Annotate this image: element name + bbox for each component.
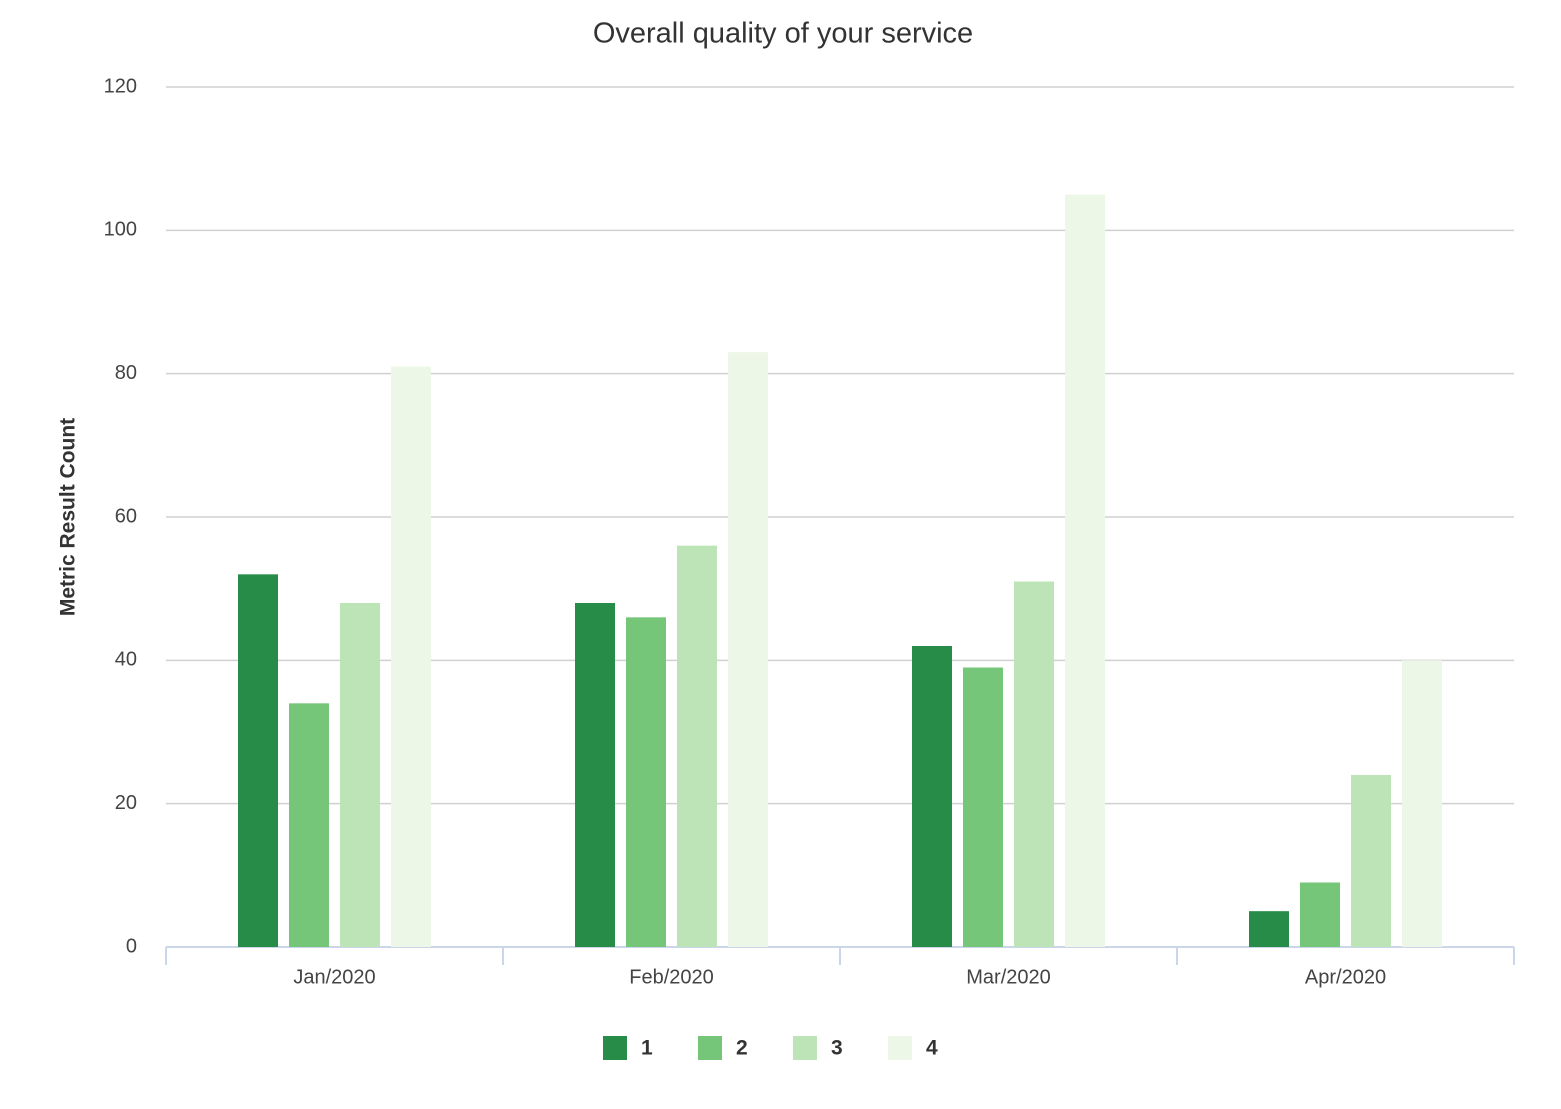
- bar: [238, 574, 278, 947]
- bar: [728, 352, 768, 948]
- x-tick-label: Mar/2020: [966, 966, 1051, 988]
- legend-swatch: [793, 1036, 817, 1060]
- y-tick-label: 60: [115, 505, 137, 527]
- legend-swatch: [888, 1036, 912, 1060]
- bar: [626, 617, 666, 947]
- bar: [575, 603, 615, 947]
- y-tick-label: 80: [115, 362, 137, 384]
- bar: [1300, 882, 1340, 947]
- bar: [391, 366, 431, 947]
- legend-label: 1: [641, 1037, 653, 1060]
- x-tick-label: Jan/2020: [293, 966, 375, 988]
- bar: [677, 545, 717, 947]
- y-axis-title: Metric Result Count: [57, 418, 80, 616]
- bar: [340, 603, 380, 947]
- bar: [963, 667, 1003, 947]
- y-tick-label: 40: [115, 649, 137, 671]
- y-tick-label: 20: [115, 792, 137, 814]
- bar: [1351, 775, 1391, 947]
- legend-label: 3: [831, 1037, 843, 1060]
- bar: [1249, 911, 1289, 947]
- bar: [1014, 581, 1054, 947]
- legend-label: 4: [926, 1037, 938, 1060]
- legend-swatch: [603, 1036, 627, 1060]
- bar: [1065, 194, 1105, 947]
- bar: [289, 703, 329, 947]
- x-tick-label: Feb/2020: [629, 966, 714, 988]
- y-tick-label: 0: [126, 935, 137, 957]
- y-tick-label: 120: [104, 75, 137, 97]
- chart-title: Overall quality of your service: [593, 18, 973, 50]
- bar: [1402, 660, 1442, 947]
- x-tick-label: Apr/2020: [1305, 966, 1386, 988]
- legend-label: 2: [736, 1037, 748, 1060]
- legend-swatch: [698, 1036, 722, 1060]
- y-tick-label: 100: [104, 219, 137, 241]
- bar: [912, 646, 952, 947]
